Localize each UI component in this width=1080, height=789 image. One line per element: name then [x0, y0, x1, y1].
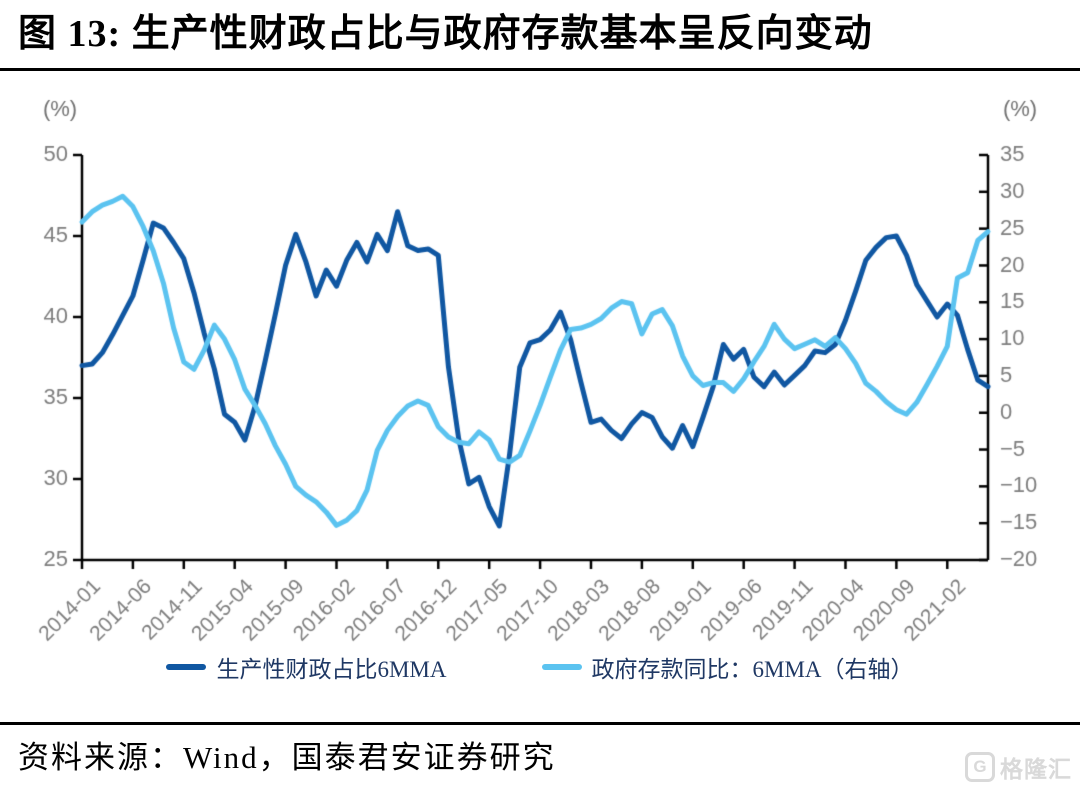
legend-item-government-deposits-yoy: 政府存款同比：6MMA（右轴）	[541, 650, 914, 684]
gelonghui-logo-icon: G	[965, 752, 995, 782]
legend-label-productive-fiscal-share: 生产性财政占比6MMA	[216, 657, 447, 682]
footer-divider	[0, 722, 1080, 725]
legend-swatch-dark-blue-line	[166, 664, 207, 670]
legend-label-government-deposits-yoy: 政府存款同比：6MMA（右轴）	[591, 657, 914, 682]
legend-item-productive-fiscal-share: 生产性财政占比6MMA	[166, 650, 447, 684]
legend-swatch-light-blue-line	[541, 664, 582, 670]
chart-legend: 生产性财政占比6MMA 政府存款同比：6MMA（右轴）	[0, 650, 1080, 684]
title-divider	[0, 68, 1080, 71]
source-text: 资料来源：Wind，国泰君安证券研究	[18, 740, 556, 775]
figure-title: 图 13: 生产性财政占比与政府存款基本呈反向变动	[18, 13, 873, 55]
gelonghui-watermark: G 格隆汇	[965, 750, 1072, 784]
gelonghui-logo-text: 格隆汇	[1000, 756, 1072, 782]
dual-axis-line-chart-canvas	[0, 72, 1080, 648]
